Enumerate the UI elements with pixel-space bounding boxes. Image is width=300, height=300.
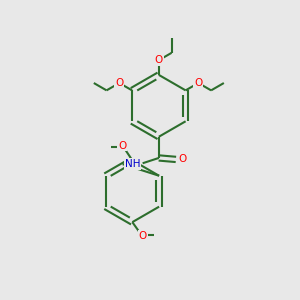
Text: O: O	[178, 154, 187, 164]
Text: O: O	[139, 231, 147, 241]
Text: O: O	[155, 55, 163, 65]
Text: NH: NH	[124, 159, 140, 169]
Text: O: O	[118, 141, 126, 151]
Text: O: O	[115, 78, 123, 88]
Text: O: O	[194, 78, 202, 88]
